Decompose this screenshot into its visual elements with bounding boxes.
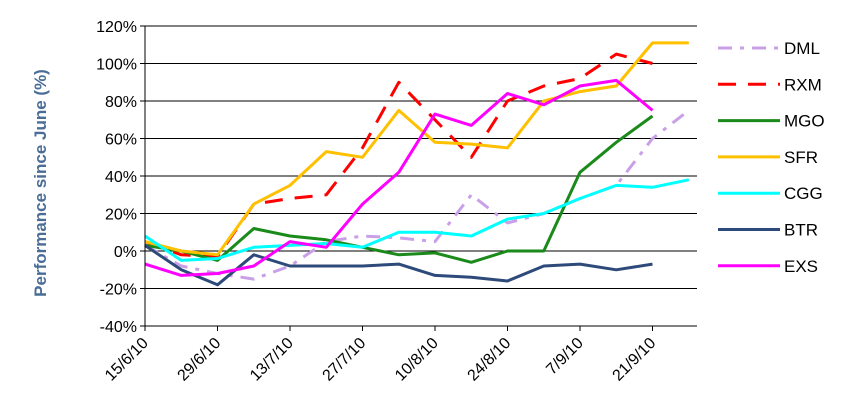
y-tick-label: 40% [105,169,137,186]
y-tick-label: -40% [100,319,137,336]
legend-label-mgo: MGO [784,112,825,131]
x-tick-label: 10/8/10 [392,335,442,385]
y-tick-label: 0% [114,244,137,261]
y-tick-label: 120% [96,19,137,36]
legend-label-btr: BTR [784,221,818,240]
y-tick-label: 100% [96,57,137,74]
legend-label-sfr: SFR [784,148,818,167]
x-tick-label: 7/9/10 [543,335,587,379]
series-line-exs [144,78,654,277]
x-tick-label: 15/6/10 [102,335,152,385]
x-axis-tick-labels: 15/6/10 29/6/10 13/7/10 27/7/10 10/8/10 24/8/… [102,335,659,385]
axes [144,26,697,327]
y-axis-label: Performance since June (%) [31,69,50,297]
x-tick-label: 21/9/10 [610,335,660,385]
legend-label-rxm: RXM [784,75,822,94]
x-tick-label: 29/6/10 [175,335,225,385]
gridlines [140,25,697,331]
series-line-btr [144,244,653,287]
y-axis-tick-labels: -40% -20% 0% 20% 40% 60% 80% 100% 120% [96,19,137,336]
series-line-cgg [144,178,690,262]
y-tick-label: 20% [105,207,137,224]
legend-label-cgg: CGG [784,184,823,203]
series-line-rxm [144,52,653,259]
y-tick-label: 60% [105,132,137,149]
series-line-sfr [144,41,689,257]
series-lines [144,41,690,287]
x-tick-label: 13/7/10 [247,335,297,385]
legend-label-dml: DML [784,39,820,58]
legend: DML RXM MGO SFR CGG BTR EXS [718,39,825,276]
series-line-mgo [144,114,654,264]
y-tick-label: 80% [105,94,137,111]
legend-label-exs: EXS [784,257,818,276]
x-tick-label: 24/8/10 [465,335,515,385]
x-tick-label: 27/7/10 [320,335,370,385]
y-tick-label: -20% [100,282,137,299]
